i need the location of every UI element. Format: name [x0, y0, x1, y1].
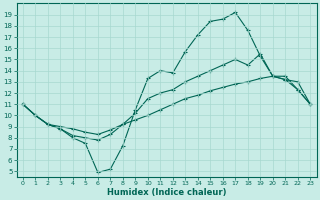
X-axis label: Humidex (Indice chaleur): Humidex (Indice chaleur): [107, 188, 226, 197]
